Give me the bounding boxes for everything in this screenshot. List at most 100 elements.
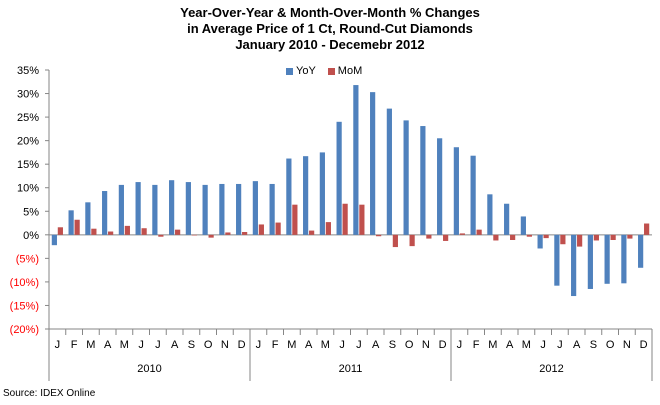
bar-mom [57,227,63,235]
bar-yoy [219,183,225,235]
bar-yoy [554,234,560,286]
bar-mom [141,228,147,235]
month-label: J [138,339,144,351]
month-label: J [356,339,362,351]
month-label: S [389,339,396,351]
month-label: J [155,339,161,351]
y-tick-label: 35% [17,65,39,77]
month-label: J [540,339,546,351]
bar-yoy [420,126,426,235]
bar-yoy [286,158,292,235]
bar-yoy [370,92,376,235]
bar-yoy [169,180,175,235]
chart-title-line-1: Year-Over-Year & Month-Over-Month % Chan… [180,5,480,20]
month-label: F [473,339,480,351]
month-label: O [606,339,615,351]
y-tick-label: 0% [23,230,39,242]
bar-mom [610,234,616,240]
bar-mom [392,234,398,248]
bar-mom [577,234,583,247]
bar-mom [543,234,549,239]
bar-mom [443,234,449,241]
y-tick-label: (10%) [10,277,39,289]
bar-mom [359,204,365,235]
bar-mom [292,204,298,235]
bar-yoy [303,156,309,235]
bar-mom [627,234,633,239]
bar-yoy [403,120,409,235]
legend: YoY MoM [286,65,368,77]
bar-yoy [185,182,191,235]
month-label: F [71,339,78,351]
legend-label-mom: MoM [337,65,363,77]
bar-yoy [470,155,476,235]
bar-mom [258,224,264,235]
bar-mom [242,231,248,235]
bar-mom [426,234,432,239]
bar-mom [459,233,465,235]
month-label: M [120,339,129,351]
bar-yoy [520,216,526,235]
bar-mom [376,234,382,237]
month-label: O [204,339,213,351]
bar-yoy [487,194,493,235]
month-label: J [457,339,463,351]
month-label: F [272,339,279,351]
bar-mom [510,234,516,240]
y-tick-label: (5%) [16,253,39,265]
month-label: J [55,339,61,351]
year-label: 2011 [339,363,363,375]
chart-title: Year-Over-Year & Month-Over-Month % Chan… [0,5,660,53]
bar-mom [342,203,348,235]
chart-title-line-2: in Average Price of 1 Ct, Round-Cut Diam… [187,21,473,36]
year-label: 2012 [539,363,563,375]
bar-yoy [504,203,510,235]
bar-yoy [51,234,57,246]
month-label: A [104,339,112,351]
bar-yoy [68,210,74,235]
bar-yoy [604,234,610,284]
bar-mom [593,234,599,241]
y-tick-label: 5% [23,206,39,218]
year-label: 2010 [137,363,161,375]
month-label: D [439,339,447,351]
bar-yoy [252,181,258,235]
bar-yoy [587,234,593,289]
y-tick-label: 25% [17,112,39,124]
bar-yoy [152,184,158,235]
bar-mom [493,234,499,241]
bar-yoy [437,138,443,235]
month-label: M [488,339,497,351]
month-label: A [573,339,581,351]
bar-mom [175,229,181,235]
y-tick-label: 10% [17,183,39,195]
month-label: S [188,339,195,351]
bar-yoy [336,121,342,235]
chart-title-line-3: January 2010 - Decemebr 2012 [235,37,425,52]
bar-yoy [118,184,124,235]
legend-item-yoy: YoY [286,65,316,77]
month-label: N [623,339,631,351]
bar-yoy [638,234,644,268]
bar-mom [644,223,650,235]
legend-swatch-yoy [286,67,293,75]
month-label: M [86,339,95,351]
month-label: M [287,339,296,351]
y-tick-label: 20% [17,136,39,148]
bar-mom [124,225,130,235]
bar-yoy [386,108,392,235]
bar-yoy [319,152,325,235]
month-label: S [590,339,597,351]
month-label: O [405,339,414,351]
bar-yoy [135,182,141,235]
bar-mom [191,234,197,236]
month-label: N [221,339,229,351]
bar-mom [158,234,164,237]
legend-swatch-mom [327,67,335,75]
bar-mom [325,222,331,235]
bar-mom [225,232,231,235]
y-tick-label: 15% [17,159,39,171]
bar-mom [309,230,315,235]
bar-yoy [85,202,91,235]
